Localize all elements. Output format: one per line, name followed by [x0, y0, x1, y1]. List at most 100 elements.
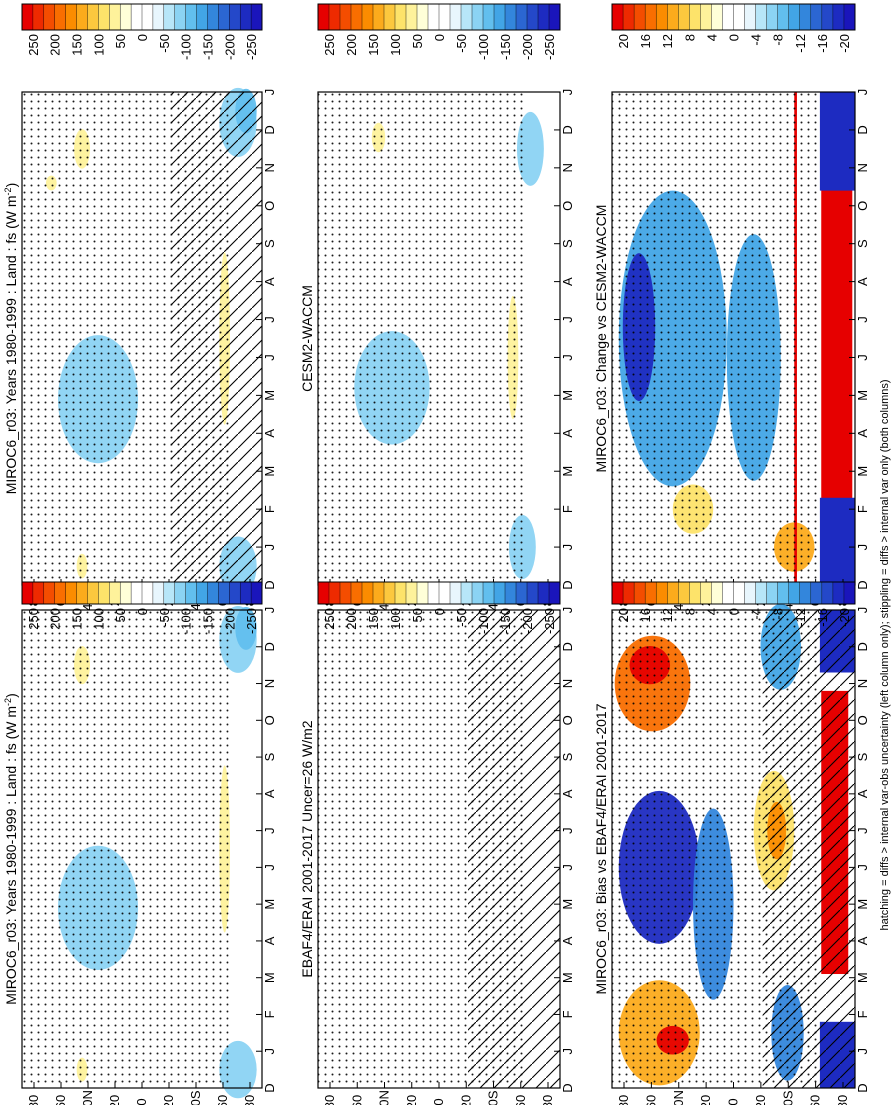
colorbar-swatch [87, 581, 99, 605]
lat-tick-label: 20 [404, 1095, 419, 1105]
lat-tick-label: 40N [377, 1090, 392, 1105]
colorbar-swatch [239, 581, 252, 605]
colorbar-swatch [777, 3, 790, 31]
field-blob [219, 1040, 257, 1099]
lat-tick-label: 0 [431, 1098, 446, 1105]
colorbar-swatch [611, 581, 624, 605]
month-tick-label: J [262, 544, 277, 551]
colorbar-frame [317, 581, 561, 605]
month-tick-label: D [855, 1083, 870, 1092]
colorbar-label: -50 [454, 608, 469, 627]
colorbar-label: 20 [616, 34, 631, 48]
colorbar-swatch [644, 581, 657, 605]
month-tick-label: D [855, 125, 870, 134]
lat-tick-label: 40N [671, 1090, 686, 1105]
colorbar-swatch [700, 3, 712, 31]
colorbar-label: 150 [70, 608, 85, 630]
lat-tick-label: 40N [80, 1090, 95, 1105]
colorbar-swatch [515, 581, 528, 605]
colorbar-label: 0 [727, 608, 742, 615]
colorbar-swatch [218, 3, 230, 31]
colorbar-swatch [207, 581, 219, 605]
colorbar-label: -4 [749, 608, 764, 620]
field-blob [235, 606, 257, 650]
colorbar-label: -20 [837, 608, 852, 627]
colorbar: 250 200 150 100 50 0 -50 -100 -150 -200 -250 [317, 3, 561, 60]
month-tick-label: M [262, 390, 277, 401]
month-tick-label: J [855, 827, 870, 834]
month-tick-label: A [560, 936, 575, 945]
month-tick-label: S [262, 239, 277, 248]
colorbar-swatch [405, 581, 418, 605]
colorbar-swatch [449, 3, 462, 31]
colorbar-label: -200 [520, 608, 535, 634]
colorbar-swatch [611, 3, 624, 31]
colorbar-label: 8 [682, 608, 697, 615]
colorbar-label: 0 [135, 34, 150, 41]
colorbar-swatch [383, 3, 396, 31]
colorbar-label: -20 [837, 34, 852, 53]
month-tick-label: J [262, 607, 277, 614]
colorbar-swatch [250, 581, 263, 605]
colorbar-label: 150 [70, 34, 85, 56]
month-tick-label: A [262, 936, 277, 945]
colorbar-swatch [427, 3, 440, 31]
month-tick-label: D [262, 642, 277, 651]
colorbar-label: 100 [388, 34, 403, 56]
colorbar-label: 250 [322, 608, 337, 630]
month-tick-label: A [560, 277, 575, 286]
colorbar-swatch [667, 3, 679, 31]
panel-title-main: CESM2-WACCM [299, 285, 315, 392]
panel-title-main: MIROC6_r03: Change vs CESM2-WACCM [593, 205, 609, 473]
panel-title: EBAF4/ERAI 2001-2017 Uncer=26 W/m2 [299, 720, 315, 977]
month-tick-label: O [560, 715, 575, 725]
panel-1: DJFMAMJJASONDJ806040N2002040S6080CESM2-W… [299, 3, 575, 611]
colorbar-label: 250 [322, 34, 337, 56]
month-tick-label: A [560, 429, 575, 438]
colorbar-label: -50 [157, 608, 172, 627]
month-tick-label: J [560, 354, 575, 361]
colorbar: 250 200 150 100 50 0 -50 -100 -150 -200 -250 [21, 3, 263, 60]
colorbar-swatch [196, 3, 208, 31]
colorbar-swatch [76, 581, 88, 605]
colorbar-swatch [655, 581, 668, 605]
colorbar-swatch [766, 581, 779, 605]
colorbar-swatch [799, 3, 812, 31]
colorbar-swatch [622, 3, 635, 31]
colorbar-swatch [416, 3, 429, 31]
colorbar-swatch [504, 581, 517, 605]
colorbar-label: -100 [476, 34, 491, 60]
lat-tick-label: 60 [808, 1095, 823, 1105]
footnote: hatching = diffs > internal var-obs unce… [879, 379, 891, 930]
month-tick-label: J [560, 89, 575, 96]
colorbar-swatch [250, 3, 263, 31]
colorbar-swatch [174, 581, 187, 605]
lat-tick-label: 20 [458, 1095, 473, 1105]
colorbar-label: 100 [91, 608, 106, 630]
colorbar-swatch [460, 581, 473, 605]
colorbar-swatch [361, 3, 374, 31]
colorbar-label: -200 [520, 34, 535, 60]
month-tick-label: J [560, 316, 575, 323]
colorbar-swatch [76, 3, 88, 31]
colorbar-swatch [821, 3, 834, 31]
colorbar-swatch [493, 3, 506, 31]
month-tick-label: J [262, 864, 277, 871]
colorbar-swatch [394, 3, 407, 31]
panel-title-main: MIROC6_r03: Bias vs EBAF4/ERAI 2001-2017 [593, 703, 609, 994]
month-tick-label: N [560, 163, 575, 172]
month-tick-label: D [560, 1083, 575, 1092]
colorbar-swatch [755, 581, 768, 605]
hatching-overlay [468, 610, 560, 1088]
panel-title-end: ) [3, 693, 19, 698]
stippling-overlay [612, 92, 821, 585]
stippling-overlay [22, 610, 229, 1088]
panel-title-main: EBAF4/ERAI 2001-2017 Uncer=26 W/m2 [299, 720, 315, 977]
month-tick-label: N [855, 163, 870, 172]
colorbar-swatch [185, 3, 198, 31]
colorbar-swatch [482, 3, 495, 31]
lat-tick-label: 80 [835, 1095, 850, 1105]
month-tick-label: F [560, 505, 575, 513]
